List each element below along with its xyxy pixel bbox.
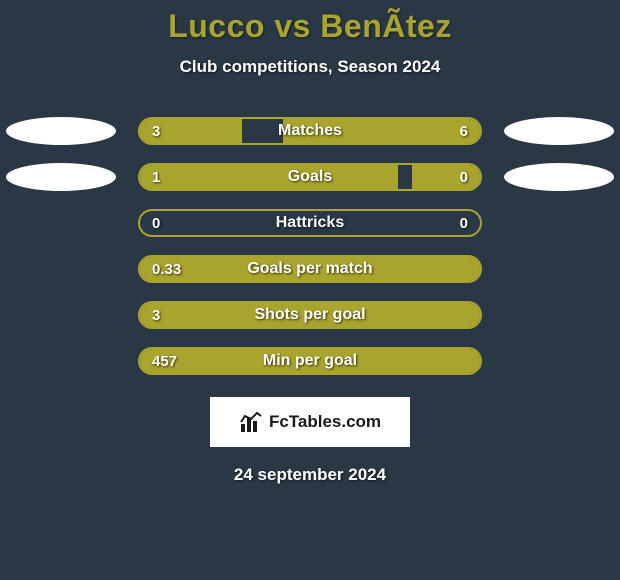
page-title: Lucco vs BenÃ­tez (0, 8, 620, 45)
comparison-card: Lucco vs BenÃ­tez Club competitions, Sea… (0, 0, 620, 580)
player-right-marker (504, 117, 614, 145)
stat-row: Goals per match0.33 (0, 255, 620, 283)
logo-text: FcTables.com (269, 412, 381, 432)
player-left-marker (6, 163, 116, 191)
stat-rows: Matches36 Goals10 Hattricks0 0 Goals per mat… (0, 117, 620, 375)
stat-bar-right-fill (283, 119, 480, 143)
fctables-logo[interactable]: FcTables.com (210, 397, 410, 447)
stat-row: Goals10 (0, 163, 620, 191)
stat-value-right: 0 (460, 211, 468, 235)
stat-bar-left-fill (140, 119, 242, 143)
stat-bar-right-fill (412, 165, 480, 189)
stat-bar-track: Goals per match0.33 (138, 255, 482, 283)
stat-bar-track: Shots per goal3 (138, 301, 482, 329)
player-left-marker (6, 117, 116, 145)
bars-icon (239, 410, 263, 434)
stat-bar-track: Hattricks0 0 (138, 209, 482, 237)
stat-row: Hattricks0 0 (0, 209, 620, 237)
stat-bar-left-fill (140, 165, 398, 189)
stat-bar-track: Goals10 (138, 163, 482, 191)
stat-row: Shots per goal3 (0, 301, 620, 329)
stat-bar-left-fill (140, 303, 480, 327)
player-right-marker (504, 163, 614, 191)
stat-bar-track: Matches36 (138, 117, 482, 145)
subtitle: Club competitions, Season 2024 (0, 57, 620, 77)
date-text: 24 september 2024 (0, 465, 620, 485)
stat-bar-left-fill (140, 349, 480, 373)
stat-row: Min per goal457 (0, 347, 620, 375)
stat-bar-track: Min per goal457 (138, 347, 482, 375)
stat-label: Hattricks (140, 211, 480, 235)
stat-row: Matches36 (0, 117, 620, 145)
stat-bar-left-fill (140, 257, 480, 281)
stat-value-left: 0 (152, 211, 160, 235)
